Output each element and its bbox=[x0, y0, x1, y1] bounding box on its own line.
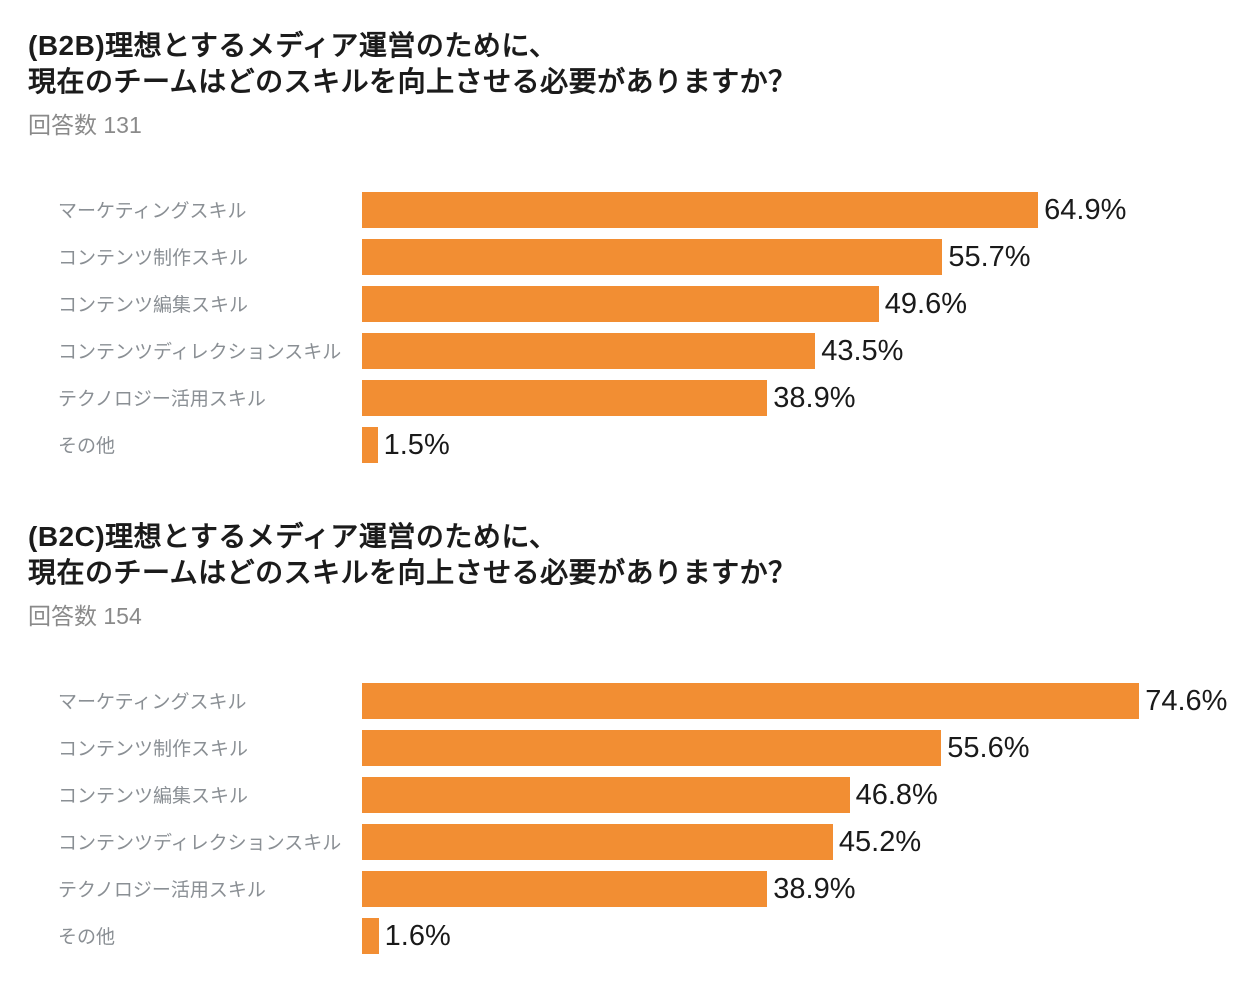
bar-row: マーケティングスキル 74.6% bbox=[28, 677, 1258, 724]
bar-row: マーケティングスキル 64.9% bbox=[28, 186, 1258, 233]
bar bbox=[362, 332, 816, 369]
bar-track: 49.6% bbox=[362, 285, 1258, 322]
chart-title-b2b: (B2B)理想とするメディア運営のために、 現在のチームはどのスキルを向上させる… bbox=[28, 28, 1258, 100]
bar-row: コンテンツ編集スキル 46.8% bbox=[28, 771, 1258, 818]
bar-track: 38.9% bbox=[362, 870, 1258, 907]
bar-row: その他 1.5% bbox=[28, 421, 1258, 468]
bar-row: テクノロジー活用スキル 38.9% bbox=[28, 374, 1258, 421]
bar-track: 38.9% bbox=[362, 379, 1258, 416]
value-label: 1.5% bbox=[383, 428, 450, 461]
bar-row: コンテンツ制作スキル 55.7% bbox=[28, 233, 1258, 280]
response-count: 回答数 131 bbox=[28, 112, 1258, 138]
value-label: 74.6% bbox=[1145, 684, 1228, 717]
chart-b2c: (B2C)理想とするメディア運営のために、 現在のチームはどのスキルを向上させる… bbox=[28, 519, 1258, 959]
category-label: コンテンツ制作スキル bbox=[58, 739, 249, 760]
bar-chart-b2b: マーケティングスキル 64.9% コンテンツ制作スキル 55.7% コンテンツ編… bbox=[28, 186, 1258, 468]
category-label: その他 bbox=[58, 436, 116, 457]
bar bbox=[362, 682, 1140, 719]
value-label: 55.6% bbox=[947, 731, 1030, 764]
bar-track: 64.9% bbox=[362, 191, 1258, 228]
category-label: コンテンツ編集スキル bbox=[58, 786, 249, 807]
category-label: テクノロジー活用スキル bbox=[58, 389, 266, 410]
category-label: コンテンツ編集スキル bbox=[58, 295, 249, 316]
bar bbox=[362, 191, 1039, 228]
category-label: その他 bbox=[58, 927, 116, 948]
category-label: コンテンツディレクションスキル bbox=[58, 342, 342, 363]
bar-chart-b2c: マーケティングスキル 74.6% コンテンツ制作スキル 55.6% コンテンツ編… bbox=[28, 677, 1258, 959]
bar-track: 43.5% bbox=[362, 332, 1258, 369]
category-label: コンテンツ制作スキル bbox=[58, 248, 249, 269]
chart-b2b: (B2B)理想とするメディア運営のために、 現在のチームはどのスキルを向上させる… bbox=[28, 28, 1258, 468]
bar-row: その他 1.6% bbox=[28, 912, 1258, 959]
category-label: マーケティングスキル bbox=[58, 692, 247, 713]
chart-title-line2: 現在のチームはどのスキルを向上させる必要がありますか？ bbox=[28, 66, 797, 97]
bar-track: 74.6% bbox=[362, 682, 1258, 719]
bar bbox=[362, 917, 379, 954]
bar-track: 1.6% bbox=[362, 917, 1258, 954]
bar-track: 46.8% bbox=[362, 776, 1258, 813]
bar-track: 45.2% bbox=[362, 823, 1258, 860]
bar bbox=[362, 870, 768, 907]
bar-row: コンテンツディレクションスキル 43.5% bbox=[28, 327, 1258, 374]
response-count-value: 131 bbox=[103, 112, 142, 138]
value-label: 45.2% bbox=[838, 825, 922, 858]
chart-title-b2c: (B2C)理想とするメディア運営のために、 現在のチームはどのスキルを向上させる… bbox=[28, 519, 1258, 591]
bar-row: コンテンツディレクションスキル 45.2% bbox=[28, 818, 1258, 865]
category-label: マーケティングスキル bbox=[58, 201, 247, 222]
chart-title-line1: (B2B)理想とするメディア運営のために、 bbox=[28, 30, 558, 61]
bar-row: コンテンツ編集スキル 49.6% bbox=[28, 280, 1258, 327]
bar bbox=[362, 285, 879, 322]
value-label: 38.9% bbox=[773, 381, 856, 414]
value-label: 46.8% bbox=[855, 778, 938, 811]
category-label: コンテンツディレクションスキル bbox=[58, 833, 342, 854]
bar bbox=[362, 823, 833, 860]
bar bbox=[362, 379, 768, 416]
value-label: 64.9% bbox=[1044, 193, 1127, 226]
bar bbox=[362, 426, 378, 463]
response-count: 回答数 154 bbox=[28, 603, 1258, 629]
chart-title-line1: (B2C)理想とするメディア運営のために、 bbox=[28, 521, 558, 552]
response-count-value: 154 bbox=[103, 603, 142, 629]
value-label: 43.5% bbox=[821, 334, 904, 367]
bar-track: 55.7% bbox=[362, 238, 1258, 275]
bar-row: テクノロジー活用スキル 38.9% bbox=[28, 865, 1258, 912]
chart-title-line2: 現在のチームはどのスキルを向上させる必要がありますか？ bbox=[28, 557, 797, 588]
bar-track: 55.6% bbox=[362, 729, 1258, 766]
response-count-label: 回答数 bbox=[28, 112, 97, 138]
bar bbox=[362, 729, 942, 766]
value-label: 1.6% bbox=[384, 919, 451, 952]
bar-track: 1.5% bbox=[362, 426, 1258, 463]
category-label: テクノロジー活用スキル bbox=[58, 880, 266, 901]
response-count-label: 回答数 bbox=[28, 603, 97, 629]
value-label: 55.7% bbox=[948, 240, 1031, 273]
value-label: 38.9% bbox=[773, 872, 856, 905]
bar bbox=[362, 776, 850, 813]
bar bbox=[362, 238, 943, 275]
value-label: 49.6% bbox=[884, 287, 967, 320]
bar-row: コンテンツ制作スキル 55.6% bbox=[28, 724, 1258, 771]
